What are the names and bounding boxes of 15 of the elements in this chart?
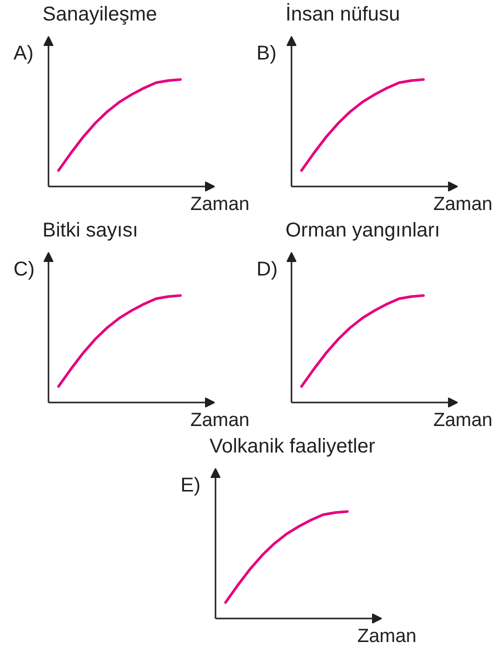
x-axis-title: Zaman [357,626,417,647]
x-axis-title: Zaman [433,410,493,431]
text: E) [180,474,200,496]
text: C) [14,258,35,280]
text: D) [256,258,278,280]
x-axis-title: Zaman [433,194,493,215]
y-axis-title: Volkanik faaliyetler [210,436,376,458]
y-axis-title: Bitki sayısı [42,220,138,242]
x-axis-title: Zaman [190,194,250,215]
y-axis-title: Sanayileşme [42,4,158,26]
y-axis-title: Orman yangınları [286,220,440,242]
text: A) [14,42,34,64]
x-axis-title: Zaman [190,410,250,431]
text: B) [256,42,276,64]
y-axis-title: İnsan nüfusu [286,2,400,26]
